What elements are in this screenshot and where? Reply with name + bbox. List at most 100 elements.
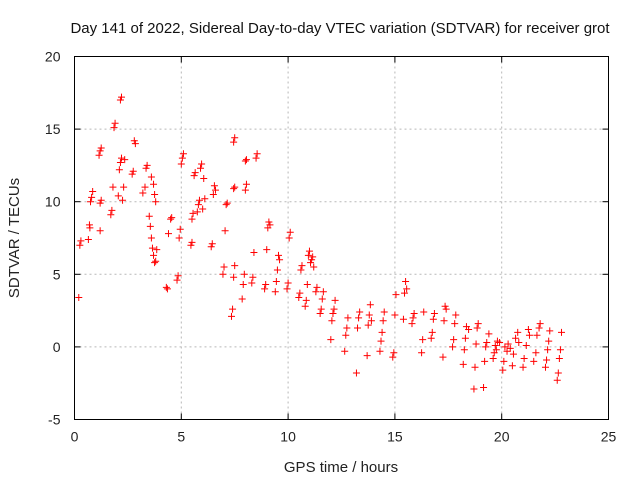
- data-point: [249, 273, 257, 281]
- data-point: [211, 186, 219, 194]
- data-point: [117, 93, 125, 101]
- data-point: [76, 241, 84, 249]
- data-point: [465, 325, 473, 333]
- data-point: [286, 228, 294, 236]
- data-point: [131, 140, 139, 148]
- data-point: [365, 311, 373, 319]
- data-point: [139, 189, 147, 197]
- y-tick-label: 10: [45, 194, 61, 210]
- data-point: [147, 173, 155, 181]
- data-point: [177, 160, 185, 168]
- data-point: [556, 346, 564, 354]
- data-point: [253, 150, 261, 158]
- data-point: [296, 289, 304, 297]
- data-point: [175, 234, 183, 242]
- data-point: [390, 349, 398, 357]
- data-point: [178, 154, 186, 162]
- data-point: [473, 324, 481, 332]
- data-point: [530, 357, 538, 365]
- data-point: [535, 324, 543, 332]
- data-point: [532, 349, 540, 357]
- data-point: [276, 256, 284, 264]
- data-point: [316, 310, 324, 318]
- data-point: [496, 339, 504, 347]
- data-point: [303, 280, 311, 288]
- data-point: [151, 259, 159, 267]
- data-point: [229, 305, 237, 313]
- data-point: [273, 266, 281, 274]
- data-point: [554, 369, 562, 377]
- data-point: [555, 355, 563, 363]
- data-point: [242, 180, 250, 188]
- data-point: [329, 310, 337, 318]
- data-point: [223, 199, 231, 207]
- data-point: [427, 334, 435, 342]
- data-point: [305, 247, 313, 255]
- data-point: [309, 253, 317, 261]
- data-point: [331, 296, 339, 304]
- data-point: [129, 167, 137, 175]
- data-point: [499, 366, 507, 374]
- data-point: [266, 221, 274, 229]
- data-point: [342, 331, 350, 339]
- data-point: [519, 363, 527, 371]
- data-point: [97, 144, 105, 152]
- data-point: [367, 317, 375, 325]
- data-point: [500, 357, 508, 365]
- x-tick-label: 0: [71, 429, 79, 445]
- data-point: [344, 314, 352, 322]
- data-point: [376, 347, 384, 355]
- data-point: [242, 156, 250, 164]
- data-point: [354, 324, 362, 332]
- data-point: [410, 310, 418, 318]
- data-point: [263, 246, 271, 254]
- data-point: [116, 96, 124, 104]
- data-point: [501, 343, 509, 351]
- data-point: [241, 186, 249, 194]
- data-point: [141, 183, 149, 191]
- data-point: [379, 317, 387, 325]
- data-point: [471, 363, 479, 371]
- data-point: [167, 215, 175, 223]
- data-point: [506, 344, 514, 352]
- data-point: [119, 196, 127, 204]
- data-point: [327, 336, 335, 344]
- data-point: [89, 188, 97, 196]
- data-point: [96, 199, 104, 207]
- data-point: [248, 279, 256, 287]
- data-point: [220, 263, 228, 271]
- data-point: [191, 169, 199, 177]
- data-point: [356, 308, 364, 316]
- data-point: [114, 192, 122, 200]
- data-point: [120, 183, 128, 191]
- data-point: [227, 312, 235, 320]
- x-tick-label: 15: [387, 429, 403, 445]
- data-point: [317, 305, 325, 313]
- data-point: [319, 288, 327, 296]
- data-point: [489, 355, 497, 363]
- data-point: [378, 328, 386, 336]
- data-point: [480, 384, 488, 392]
- data-point: [389, 353, 397, 361]
- data-point: [262, 280, 270, 288]
- data-point: [392, 291, 400, 299]
- data-point: [145, 212, 153, 220]
- data-point: [230, 185, 238, 193]
- data-point: [399, 315, 407, 323]
- data-point: [207, 243, 215, 251]
- y-axis-label: SDTVAR / TECUs: [6, 178, 23, 298]
- data-point: [96, 147, 104, 155]
- chart-title: Day 141 of 2022, Sidereal Day-to-day VTE…: [70, 20, 610, 37]
- data-point: [265, 218, 273, 226]
- data-point: [190, 172, 198, 180]
- data-point: [188, 215, 196, 223]
- y-tick-label: 20: [45, 49, 61, 65]
- data-point: [318, 295, 326, 303]
- data-point: [352, 369, 360, 377]
- data-point: [401, 289, 409, 297]
- data-point: [117, 154, 125, 162]
- data-point: [341, 347, 349, 355]
- data-point: [402, 278, 410, 286]
- data-point: [380, 308, 388, 316]
- data-point: [250, 249, 258, 257]
